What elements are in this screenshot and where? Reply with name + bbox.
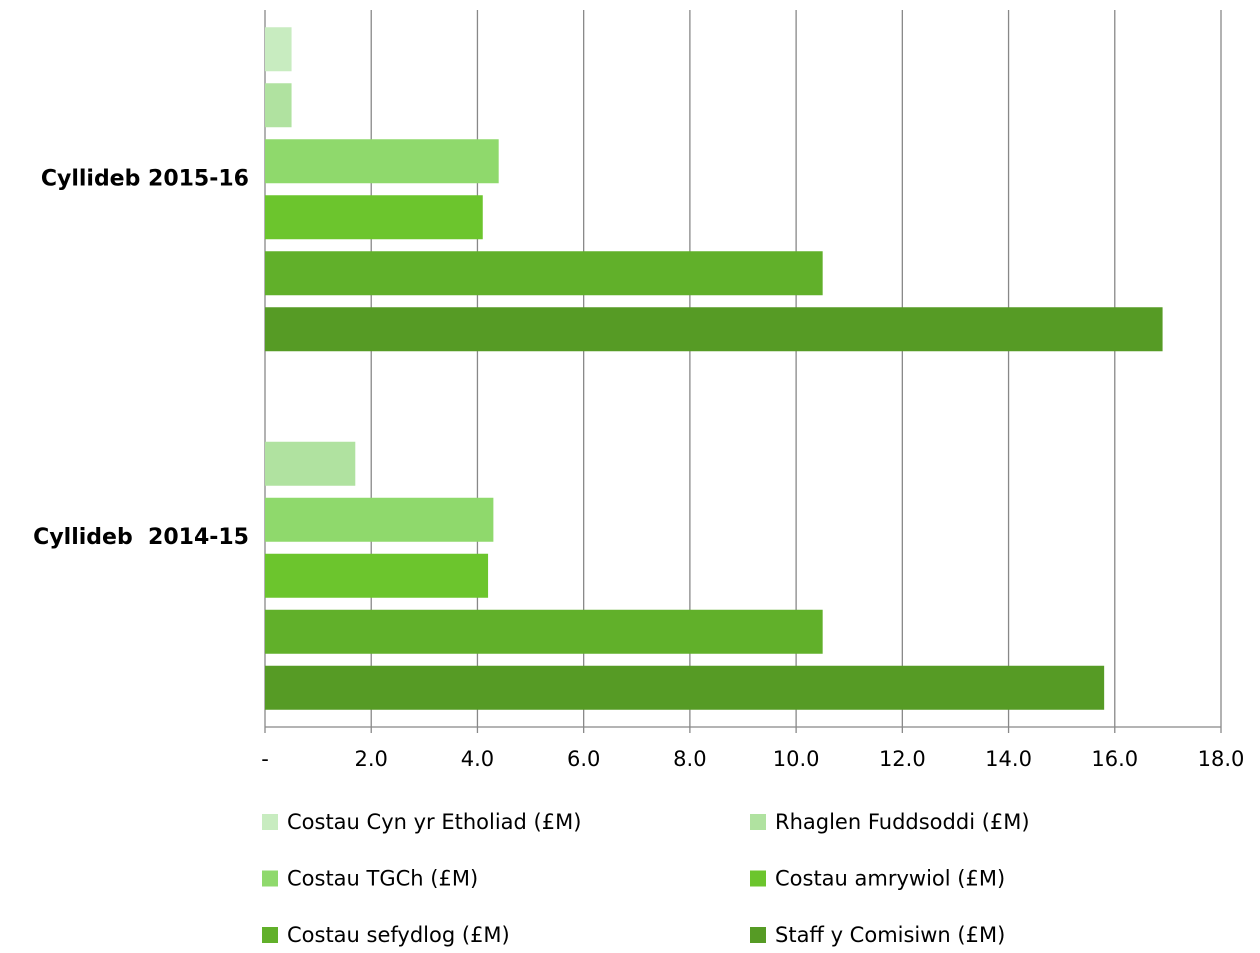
bar [265,307,1163,352]
x-tick-label: 4.0 [461,747,494,771]
x-tick-label: 14.0 [985,747,1032,771]
bar [265,83,292,128]
legend-label: Costau sefydlog (£M) [287,923,510,947]
legend-label: Costau TGCh (£M) [287,867,478,891]
x-tick-label: 2.0 [355,747,388,771]
bar [265,553,489,598]
bar [265,139,499,184]
legend-label: Staff y Comisiwn (£M) [775,923,1005,947]
legend-swatch [750,927,766,943]
x-tick-label: 8.0 [673,747,706,771]
legend-label: Costau amrywiol (£M) [775,867,1005,891]
legend-swatch [262,814,278,830]
bar [265,27,292,72]
bar [265,609,823,654]
bar [265,497,494,542]
x-tick-label: 12.0 [879,747,926,771]
legend-label: Rhaglen Fuddsoddi (£M) [775,810,1030,834]
x-tick-label: 18.0 [1198,747,1245,771]
bar [265,195,483,240]
y-tick-label: Cyllideb 2015-16 [41,166,249,191]
legend-swatch [750,814,766,830]
x-tick-label: 10.0 [773,747,820,771]
bar [265,441,356,486]
bar [265,665,1105,710]
legend-swatch [262,870,278,887]
x-tick-label: - [261,747,269,771]
legend-swatch [750,870,766,887]
bar [265,251,823,296]
x-tick-label: 16.0 [1091,747,1138,771]
legend-label: Costau Cyn yr Etholiad (£M) [287,810,581,834]
y-tick-label: Cyllideb 2014-15 [33,525,249,550]
x-tick-label: 6.0 [567,747,600,771]
legend-swatch [262,927,278,943]
